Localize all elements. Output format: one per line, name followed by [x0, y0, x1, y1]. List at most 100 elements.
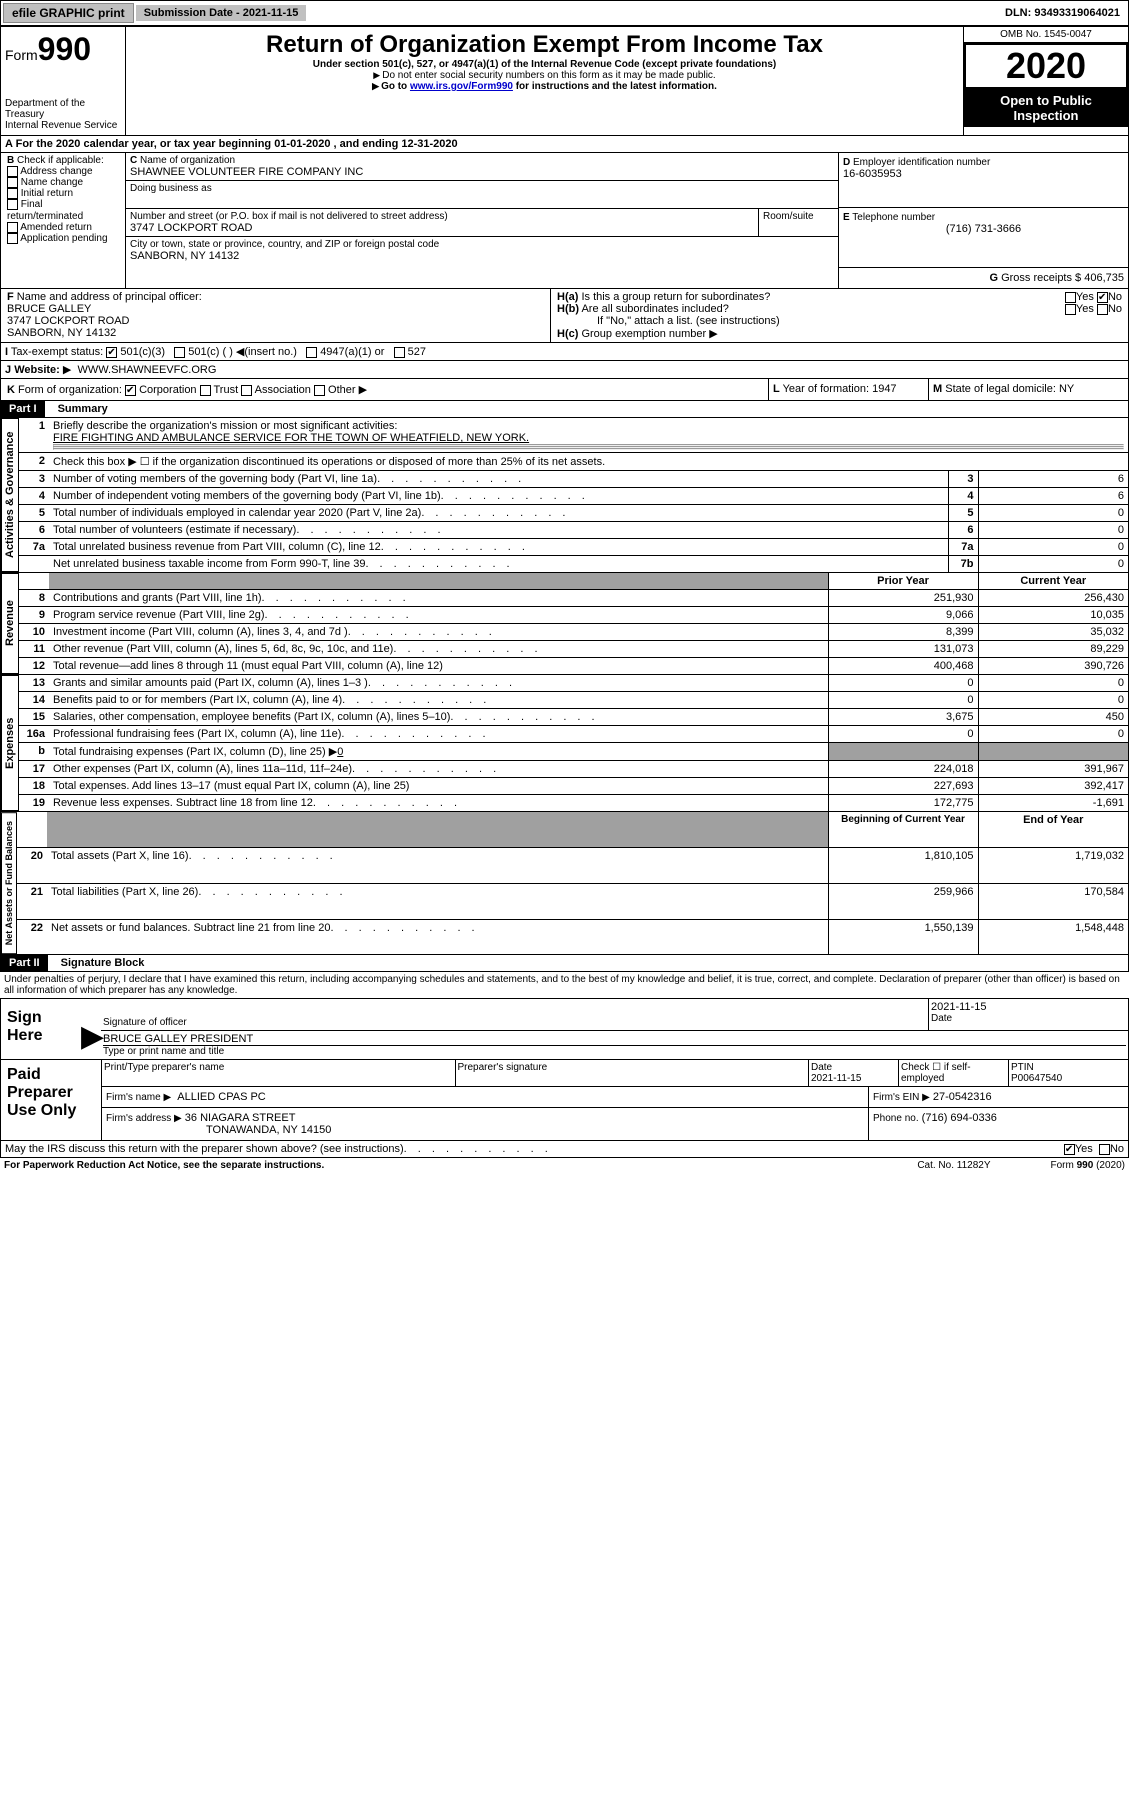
name-change-checkbox[interactable]	[7, 177, 18, 188]
submission-date: Submission Date - 2021-11-15	[136, 5, 307, 21]
part-i-title: Summary	[58, 403, 108, 415]
street-address: 3747 LOCKPORT ROAD	[130, 222, 754, 234]
room-suite-label: Room/suite	[758, 209, 838, 236]
end-22: 1,548,448	[978, 919, 1128, 954]
sign-here-label: Sign Here	[1, 999, 81, 1059]
dept-irs: Internal Revenue Service	[5, 120, 121, 131]
amended-return-checkbox[interactable]	[7, 222, 18, 233]
form-title: Return of Organization Exempt From Incom…	[130, 31, 959, 59]
ptin: P00647540	[1011, 1073, 1062, 1084]
prior-11: 131,073	[828, 641, 978, 658]
curr-11: 89,229	[978, 641, 1128, 658]
corp-checkbox[interactable]	[125, 385, 136, 396]
officer-name: BRUCE GALLEY	[7, 303, 91, 315]
curr-18: 392,417	[978, 778, 1128, 795]
curr-10: 35,032	[978, 624, 1128, 641]
dba-label: Doing business as	[130, 183, 834, 194]
prior-9: 9,066	[828, 607, 978, 624]
omb-number: OMB No. 1545-0047	[964, 27, 1128, 43]
prior-10: 8,399	[828, 624, 978, 641]
efile-print-button[interactable]: efile GRAPHIC print	[3, 3, 134, 23]
curr-9: 10,035	[978, 607, 1128, 624]
discuss-yes-checkbox[interactable]	[1064, 1144, 1075, 1155]
preparer-date: 2021-11-15	[811, 1073, 861, 1084]
officer-addr2: SANBORN, NY 14132	[7, 327, 116, 339]
paid-preparer-label: Paid Preparer Use Only	[1, 1060, 101, 1140]
telephone: (716) 731-3666	[843, 223, 1124, 235]
527-checkbox[interactable]	[394, 347, 405, 358]
part-ii-title: Signature Block	[61, 957, 145, 969]
prior-13: 0	[828, 675, 978, 692]
501c-checkbox[interactable]	[174, 347, 185, 358]
curr-12: 390,726	[978, 658, 1128, 675]
tax-year: 2020	[964, 43, 1128, 89]
initial-return-checkbox[interactable]	[7, 188, 18, 199]
state-domicile: NY	[1059, 383, 1074, 395]
val-7b: 0	[978, 556, 1128, 573]
firm-name: ALLIED CPAS PC	[177, 1091, 265, 1103]
curr-13: 0	[978, 675, 1128, 692]
begin-21: 259,966	[828, 883, 978, 919]
curr-16a: 0	[978, 726, 1128, 743]
501c3-checkbox[interactable]	[106, 347, 117, 358]
activities-governance-label: Activities & Governance	[1, 418, 19, 572]
sign-arrow-icon: ▶	[81, 999, 101, 1059]
final-return-checkbox[interactable]	[7, 199, 18, 210]
begin-22: 1,550,139	[828, 919, 978, 954]
trust-checkbox[interactable]	[200, 385, 211, 396]
4947-checkbox[interactable]	[306, 347, 317, 358]
firm-phone: (716) 694-0336	[922, 1112, 997, 1124]
curr-15: 450	[978, 709, 1128, 726]
part-i-header: Part I	[1, 401, 45, 417]
self-employed-check[interactable]: Check ☐ if self-employed	[898, 1060, 1008, 1086]
assoc-checkbox[interactable]	[241, 385, 252, 396]
form-subtitle: Under section 501(c), 527, or 4947(a)(1)…	[130, 59, 959, 70]
penalties-text: Under penalties of perjury, I declare th…	[0, 972, 1129, 998]
prior-17: 224,018	[828, 761, 978, 778]
firm-addr2: TONAWANDA, NY 14150	[206, 1124, 331, 1136]
other-checkbox[interactable]	[314, 385, 325, 396]
org-name: SHAWNEE VOLUNTEER FIRE COMPANY INC	[130, 166, 834, 178]
fundraising-total: 0	[337, 746, 343, 758]
firm-ein: 27-0542316	[933, 1091, 992, 1103]
discuss-no-checkbox[interactable]	[1099, 1144, 1110, 1155]
website: WWW.SHAWNEEVFC.ORG	[77, 364, 216, 376]
curr-17: 391,967	[978, 761, 1128, 778]
part-ii-header: Part II	[1, 955, 48, 971]
val-3: 6	[978, 471, 1128, 488]
net-assets-label: Net Assets or Fund Balances	[1, 812, 17, 954]
val-7a: 0	[978, 539, 1128, 556]
form-number: Form990	[5, 31, 121, 68]
hb-yes-checkbox[interactable]	[1065, 304, 1076, 315]
application-pending-checkbox[interactable]	[7, 233, 18, 244]
ha-yes-checkbox[interactable]	[1065, 292, 1076, 303]
hb-no-checkbox[interactable]	[1097, 304, 1108, 315]
curr-8: 256,430	[978, 590, 1128, 607]
prior-19: 172,775	[828, 795, 978, 812]
val-6: 0	[978, 522, 1128, 539]
sig-date: 2021-11-15	[931, 1001, 1126, 1013]
instructions-note: Go to www.irs.gov/Form990 for instructio…	[130, 81, 959, 92]
curr-19: -1,691	[978, 795, 1128, 812]
line-a-tax-year: A For the 2020 calendar year, or tax yea…	[0, 136, 1129, 153]
curr-14: 0	[978, 692, 1128, 709]
year-formation: 1947	[872, 383, 896, 395]
paperwork-notice: For Paperwork Reduction Act Notice, see …	[4, 1160, 324, 1171]
instructions-link[interactable]: www.irs.gov/Form990	[410, 81, 513, 92]
val-5: 0	[978, 505, 1128, 522]
prior-18: 227,693	[828, 778, 978, 795]
top-bar: efile GRAPHIC print Submission Date - 20…	[0, 0, 1129, 26]
end-21: 170,584	[978, 883, 1128, 919]
ein: 16-6035953	[843, 168, 1124, 180]
ssn-note: Do not enter social security numbers on …	[130, 70, 959, 81]
prior-16a: 0	[828, 726, 978, 743]
officer-addr1: 3747 LOCKPORT ROAD	[7, 315, 129, 327]
ha-no-checkbox[interactable]	[1097, 292, 1108, 303]
form-header: Form990 Department of the Treasury Inter…	[0, 26, 1129, 136]
dln: DLN: 93493319064021	[997, 5, 1128, 21]
prior-12: 400,468	[828, 658, 978, 675]
street-label: Number and street (or P.O. box if mail i…	[130, 211, 754, 222]
begin-20: 1,810,105	[828, 847, 978, 883]
address-change-checkbox[interactable]	[7, 166, 18, 177]
mission-text: FIRE FIGHTING AND AMBULANCE SERVICE FOR …	[53, 432, 529, 444]
